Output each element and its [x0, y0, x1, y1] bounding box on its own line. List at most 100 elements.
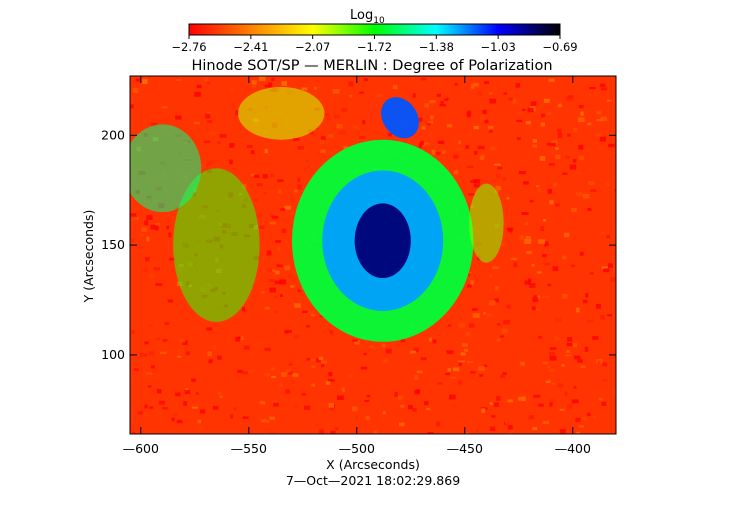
noise-cell [150, 365, 155, 369]
noise-cell [589, 91, 597, 97]
noise-cell [500, 242, 506, 247]
noise-cell [567, 404, 573, 409]
noise-cell [444, 98, 449, 101]
noise-cell [606, 235, 610, 239]
noise-cell [589, 272, 594, 275]
noise-cell [256, 183, 263, 187]
noise-cell [612, 388, 616, 394]
noise-cell [288, 274, 294, 279]
noise-cell [484, 81, 490, 85]
noise-cell [413, 347, 419, 353]
noise-cell [155, 225, 159, 231]
noise-cell [447, 324, 452, 327]
noise-cell [269, 416, 276, 421]
noise-cell [341, 108, 348, 112]
noise-cell [466, 110, 472, 116]
noise-cell [481, 408, 486, 413]
noise-cell [416, 370, 423, 374]
noise-cell [547, 132, 552, 136]
noise-cell [601, 379, 608, 382]
noise-cell [247, 369, 255, 373]
noise-cell [281, 228, 287, 234]
noise-cell [307, 310, 315, 315]
noise-cell [332, 89, 340, 94]
noise-cell [329, 330, 334, 335]
noise-cell [243, 345, 250, 350]
noise-cell [327, 134, 334, 138]
noise-cell [192, 403, 198, 407]
noise-cell [542, 254, 547, 258]
noise-cell [416, 117, 423, 122]
noise-cell [436, 421, 441, 427]
noise-cell [258, 225, 265, 230]
noise-cell [598, 397, 604, 401]
noise-cell [537, 271, 542, 274]
noise-cell [579, 155, 584, 161]
noise-cell [564, 354, 572, 357]
noise-cell [333, 114, 341, 119]
noise-cell [358, 135, 366, 139]
noise-cell [578, 117, 585, 123]
noise-cell [142, 79, 148, 84]
noise-cell [142, 116, 146, 119]
noise-cell [179, 338, 185, 343]
noise-cell [470, 280, 475, 285]
noise-cell [271, 367, 275, 371]
noise-cell [341, 387, 345, 393]
noise-cell [366, 394, 371, 398]
noise-cell [288, 359, 295, 365]
noise-cell [566, 95, 573, 101]
noise-cell [131, 238, 135, 243]
noise-cell [146, 215, 153, 220]
noise-cell [449, 394, 456, 400]
noise-cell [544, 263, 551, 266]
noise-cell [400, 338, 406, 343]
noise-cell [294, 303, 301, 308]
noise-cell [552, 266, 559, 271]
noise-cell [274, 280, 282, 285]
noise-cell [382, 358, 388, 364]
noise-cell [539, 156, 546, 161]
noise-cell [467, 284, 472, 288]
noise-cell [605, 182, 610, 187]
noise-cell [297, 146, 304, 150]
noise-cell [588, 180, 595, 186]
noise-cell [579, 251, 584, 256]
noise-cell [352, 339, 359, 342]
noise-cell [548, 163, 555, 166]
x-tick-label: —550 [231, 441, 267, 456]
noise-cell [540, 122, 546, 127]
noise-cell [276, 264, 283, 268]
noise-cell [519, 235, 524, 240]
noise-cell [335, 427, 339, 431]
noise-cell [428, 353, 433, 357]
noise-cell [600, 87, 608, 91]
noise-cell [503, 92, 508, 95]
noise-cell [465, 331, 471, 337]
noise-cell [494, 402, 499, 407]
noise-cell [183, 401, 188, 406]
x-tick-label: —450 [447, 441, 483, 456]
noise-cell [382, 411, 386, 415]
noise-cell [496, 395, 501, 401]
noise-cell [487, 125, 494, 131]
noise-cell [524, 280, 531, 285]
noise-cell [131, 330, 135, 334]
noise-cell [607, 263, 613, 268]
noise-cell [235, 337, 240, 342]
noise-cell [264, 372, 271, 377]
noise-cell [300, 81, 306, 84]
noise-cell [284, 265, 290, 271]
noise-cell [601, 401, 607, 406]
noise-cell [455, 147, 463, 152]
noise-cell [557, 128, 562, 134]
noise-cell [269, 287, 277, 293]
noise-cell [206, 160, 214, 165]
noise-cell [466, 361, 473, 364]
noise-cell [364, 399, 370, 402]
noise-cell [159, 400, 165, 405]
noise-cell [347, 374, 353, 379]
noise-cell [271, 375, 277, 379]
noise-cell [212, 345, 217, 350]
noise-cell [270, 215, 274, 218]
